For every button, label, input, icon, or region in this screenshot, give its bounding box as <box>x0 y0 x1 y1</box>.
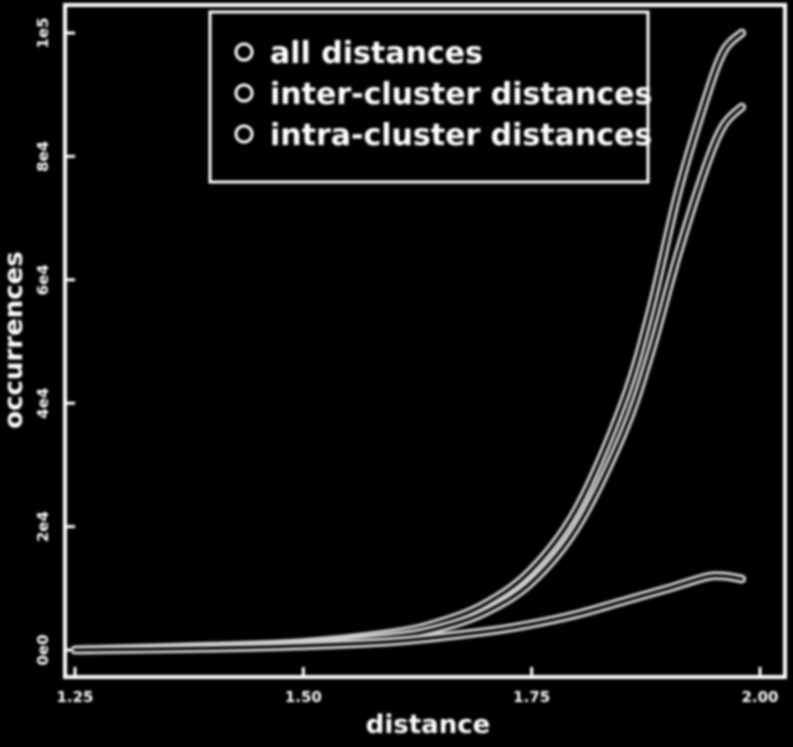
legend-marker-all-distances <box>234 42 254 62</box>
x-axis-label: distance <box>366 710 491 740</box>
legend-entry-inter-cluster-distances: inter-cluster distances <box>234 77 652 112</box>
series-line-core-intra-cluster-distances <box>73 574 744 652</box>
y-axis-label: occurrences <box>0 251 29 429</box>
legend-marker-intra-cluster-distances <box>234 124 254 144</box>
y-tick-label: 4e4 <box>34 388 52 419</box>
y-tick-label: 6e4 <box>34 264 52 295</box>
x-tick-label: 1.50 <box>285 688 322 706</box>
x-axis: 1.25 1.50 1.75 2.00 <box>56 667 779 706</box>
legend: all distances inter-cluster distances in… <box>208 10 652 184</box>
legend-entry-intra-cluster-distances: intra-cluster distances <box>234 118 652 153</box>
x-tick-label: 1.75 <box>513 688 550 706</box>
x-tick-label: 2.00 <box>741 688 778 706</box>
legend-box <box>208 10 650 184</box>
y-tick-label: 8e4 <box>34 141 52 172</box>
legend-marker-inter-cluster-distances <box>234 83 254 103</box>
y-tick-label: 1e5 <box>34 17 52 48</box>
y-tick-label: 2e4 <box>34 511 52 542</box>
legend-label-inter-cluster-distances: inter-cluster distances <box>270 77 652 112</box>
series-layer <box>70 28 747 655</box>
y-tick-label: 0e0 <box>34 634 52 665</box>
legend-label-all-distances: all distances <box>270 36 483 71</box>
legend-entry-all-distances: all distances <box>234 36 483 71</box>
x-tick-label: 1.25 <box>56 688 93 706</box>
plot-frame <box>63 3 787 679</box>
legend-label-intra-cluster-distances: intra-cluster distances <box>270 118 652 153</box>
